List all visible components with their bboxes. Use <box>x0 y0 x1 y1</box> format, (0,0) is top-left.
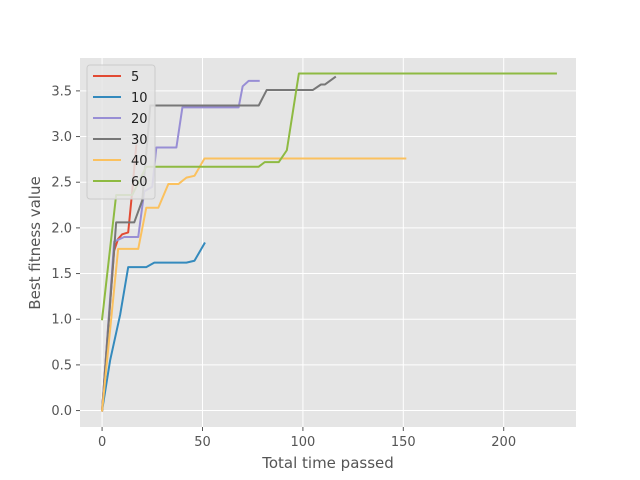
legend: 5 10 20 30 40 60 <box>86 64 156 200</box>
legend-box <box>86 64 156 200</box>
x-axis-label: Total time passed <box>261 454 394 472</box>
series-line-20 <box>101 79 260 412</box>
y-tick-label: 3.5 <box>51 84 72 99</box>
legend-label-20: 20 <box>131 112 148 127</box>
y-tick-label: 0.0 <box>51 404 72 419</box>
plot-background <box>80 58 576 427</box>
x-tick-label: 50 <box>194 435 211 450</box>
x-tick-label: 200 <box>491 435 516 450</box>
x-tick-label: 150 <box>391 435 416 450</box>
series-line-40 <box>100 157 407 412</box>
y-tick-label: 2.5 <box>51 176 72 191</box>
y-axis-label: Best fitness value <box>26 176 44 309</box>
legend-label-5: 5 <box>131 70 139 85</box>
y-tick-label: 2.0 <box>51 221 72 236</box>
series-line-10 <box>100 242 206 412</box>
y-tick-label: 3.0 <box>51 130 72 145</box>
x-tick-label: 0 <box>98 435 106 450</box>
y-tick-label: 0.5 <box>51 358 72 373</box>
legend-label-60: 60 <box>131 175 148 190</box>
tick-labels: 0 50 100 150 200 0.0 0.5 1.0 1.5 2.0 2.5 3.0 3.5 <box>51 84 516 450</box>
legend-label-10: 10 <box>131 91 148 106</box>
y-tick-label: 1.0 <box>51 313 72 328</box>
legend-label-30: 30 <box>131 133 148 148</box>
y-tick-label: 1.5 <box>51 267 72 282</box>
legend-label-40: 40 <box>131 154 148 169</box>
series-line-30 <box>101 75 337 412</box>
grid <box>80 58 576 427</box>
x-tick-label: 100 <box>290 435 315 450</box>
